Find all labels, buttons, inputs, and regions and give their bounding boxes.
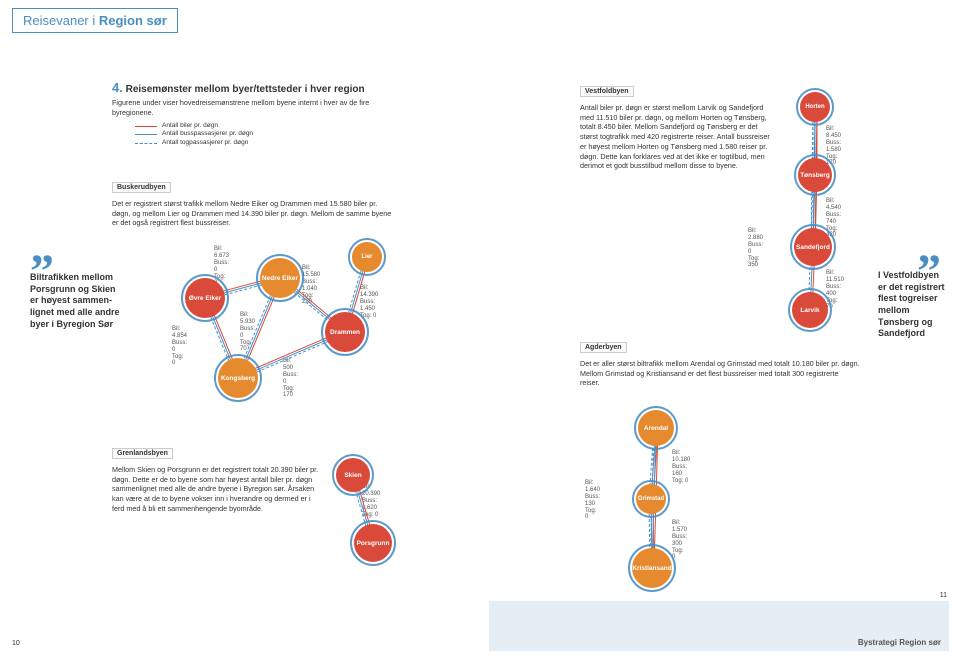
footer-right: Bystrategi Region sør [489, 601, 949, 651]
footer-text: Bystrategi Region sør [858, 638, 941, 647]
page-number-right: 11 [940, 592, 947, 599]
page-number-left: 10 [12, 640, 20, 647]
city-node-skien: Skien [336, 458, 370, 492]
city-node-porsgrunn: Porsgrunn [354, 524, 392, 562]
